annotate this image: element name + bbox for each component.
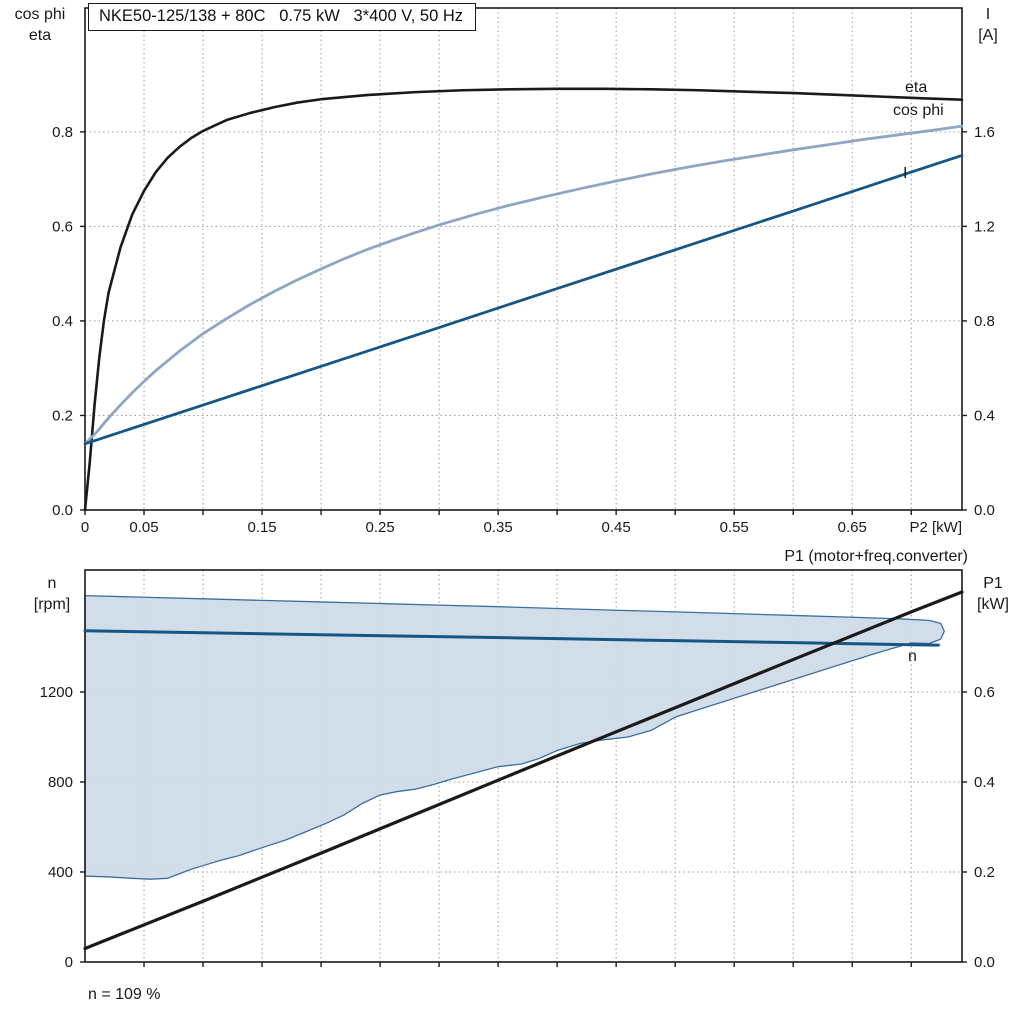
y-left-tick-label: 0.2: [52, 407, 73, 424]
x-tick-label: 0.65: [838, 519, 867, 536]
y-left-axis-title: eta: [29, 27, 51, 44]
y-left-tick-label: 0: [65, 954, 73, 971]
plot-border: [84, 569, 963, 963]
curve-cos-phi: [83, 124, 964, 446]
x-tick-label: 0.55: [720, 519, 749, 536]
y-left-tick-label: 400: [48, 864, 73, 881]
curve-label-eta: eta: [905, 79, 927, 96]
p1-curve-label: P1 (motor+freq.converter): [784, 548, 968, 565]
y-right-tick-label: 1.2: [974, 218, 995, 235]
y-left-axis-title: [rpm]: [34, 596, 70, 613]
y-right-axis-title: P1: [983, 575, 1003, 592]
y-left-axis-title: n: [48, 575, 57, 592]
y-right-tick-label: 0.6: [974, 684, 995, 701]
y-right-tick-label: 0.4: [974, 774, 995, 791]
x-tick-label: 0.45: [602, 519, 631, 536]
y-left-tick-label: 0.8: [52, 124, 73, 141]
y-right-axis-title: I: [986, 6, 990, 23]
x-axis-unit-label: P2 [kW]: [909, 519, 962, 536]
y-right-axis-title: [kW]: [977, 596, 1009, 613]
x-tick-label: 0.15: [247, 519, 276, 536]
x-tick-label: 0: [81, 519, 89, 536]
speed-percent-label: n = 109 %: [88, 986, 161, 1003]
y-right-tick-label: 1.6: [974, 124, 995, 141]
curve-label-n: n: [908, 648, 917, 665]
speed-operating-range-area: [84, 595, 945, 880]
y-right-axis-title: [A]: [978, 27, 998, 44]
y-left-tick-label: 1200: [40, 684, 73, 701]
x-tick-label: 0.05: [129, 519, 158, 536]
y-left-tick-label: 0.0: [52, 502, 73, 519]
plot-border: [84, 7, 963, 511]
y-right-tick-label: 0.8: [974, 313, 995, 330]
x-tick-label: 0.35: [484, 519, 513, 536]
y-right-tick-label: 0.4: [974, 407, 995, 424]
curve-n: [83, 629, 940, 647]
y-right-tick-label: 0.0: [974, 502, 995, 519]
curve-P1: [83, 590, 964, 951]
x-tick-label: 0.25: [365, 519, 394, 536]
curve-I: [83, 154, 964, 446]
curve-eta: [83, 87, 964, 512]
y-right-tick-label: 0.2: [974, 864, 995, 881]
curve-label-cos-phi: cos phi: [893, 102, 944, 119]
chart-title: NKE50-125/138 + 80C 0.75 kW 3*400 V, 50 …: [88, 3, 476, 31]
y-left-tick-label: 0.4: [52, 313, 73, 330]
y-left-tick-label: 0.6: [52, 218, 73, 235]
y-left-tick-label: 800: [48, 774, 73, 791]
curve-label-I: I: [903, 165, 907, 182]
y-left-axis-title: cos phi: [15, 6, 66, 23]
y-right-tick-label: 0.0: [974, 954, 995, 971]
